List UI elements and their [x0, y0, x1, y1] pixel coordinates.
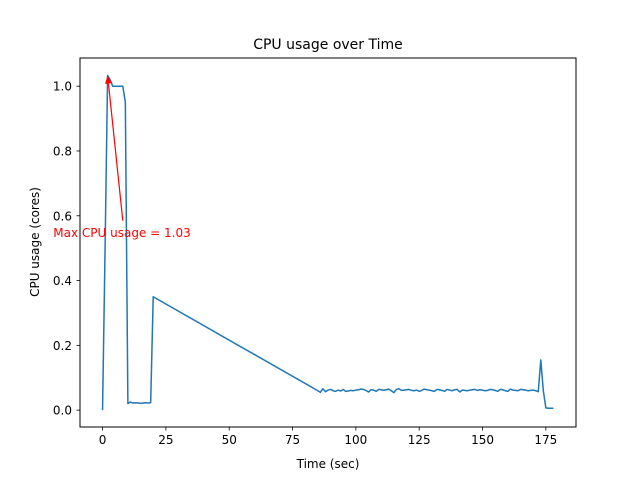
x-axis-label: Time (sec) — [296, 457, 360, 471]
y-tick-label: 1.0 — [53, 80, 72, 94]
y-axis-ticks: 0.0 0.2 0.4 0.6 0.8 1.0 — [53, 80, 80, 418]
max-cpu-annotation: Max CPU usage = 1.03 — [53, 226, 190, 240]
plot-frame — [79, 57, 577, 428]
chart-title: CPU usage over Time — [253, 37, 403, 53]
x-tick-label: 25 — [158, 433, 173, 447]
series-line-0 — [101, 74, 554, 411]
y-tick-label: 0.0 — [53, 404, 72, 418]
series-layer — [101, 74, 554, 411]
annotation-arrow-head — [104, 75, 112, 84]
x-tick-label: 75 — [285, 433, 300, 447]
y-axis-label: CPU usage (cores) — [28, 187, 42, 297]
x-axis-ticks: 0 25 50 75 100 125 150 175 — [99, 427, 557, 447]
plot-area — [80, 58, 576, 427]
y-tick-label: 0.6 — [53, 209, 72, 223]
annotation-layer: Max CPU usage = 1.03 — [53, 75, 191, 240]
x-tick-label: 125 — [408, 433, 431, 447]
x-tick-label: 175 — [534, 433, 557, 447]
y-tick-label: 0.4 — [53, 274, 72, 288]
y-tick-label: 0.2 — [53, 339, 72, 353]
x-tick-label: 100 — [344, 433, 367, 447]
y-tick-label: 0.8 — [53, 144, 72, 158]
x-tick-label: 50 — [222, 433, 237, 447]
annotation-arrow-shaft — [107, 83, 124, 221]
x-tick-label: 0 — [99, 433, 107, 447]
x-tick-label: 150 — [471, 433, 494, 447]
